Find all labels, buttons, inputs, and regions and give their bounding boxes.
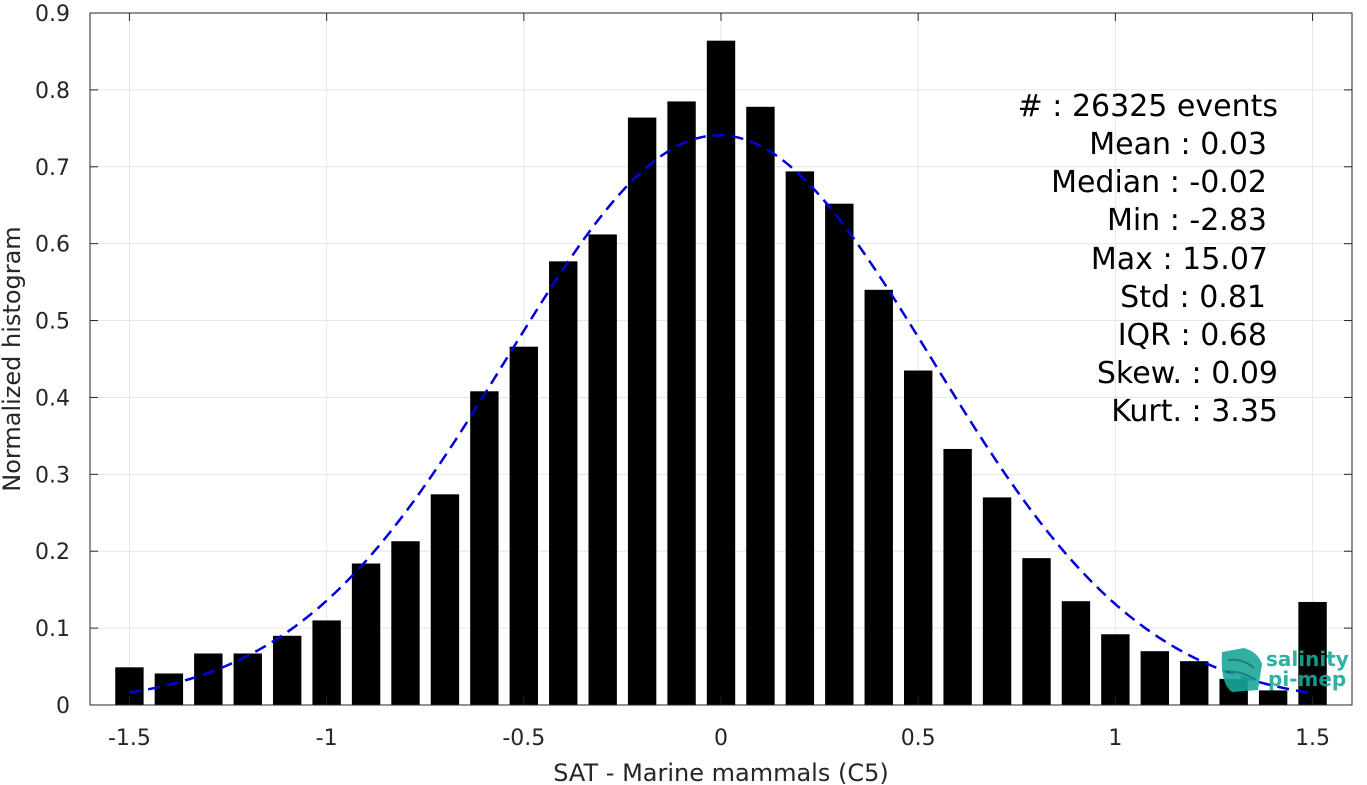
bars <box>115 40 1327 706</box>
x-axis-ticks: -1.5 -1 -0.5 0 0.5 1 1.5 <box>108 13 1330 751</box>
histogram-bar <box>785 171 815 705</box>
x-tick-label: -1 <box>316 726 338 751</box>
y-tick-label: 0.9 <box>35 2 70 27</box>
histogram-bar <box>1258 690 1288 705</box>
y-tick-label: 0.8 <box>35 79 70 104</box>
histogram-bar <box>1101 634 1130 705</box>
histogram-bar <box>825 203 854 705</box>
stat-max: Max : 15.07 <box>1091 242 1268 277</box>
histogram-bar <box>706 40 736 706</box>
histogram-bar <box>627 117 657 705</box>
y-tick-label: 0.5 <box>35 310 70 335</box>
histogram-bar <box>272 635 302 705</box>
histogram-bar <box>1022 558 1051 705</box>
histogram-bar <box>194 653 223 705</box>
histogram-bar <box>470 391 499 705</box>
histogram-bar <box>1180 661 1209 705</box>
histogram-bar <box>943 448 972 705</box>
stat-mean: Mean : 0.03 <box>1089 127 1267 162</box>
y-tick-label: 0.2 <box>35 540 70 565</box>
histogram-bar <box>903 370 933 705</box>
histogram-bar <box>1298 601 1327 705</box>
stat-std: Std : 0.81 <box>1120 280 1266 315</box>
histogram-bar <box>864 289 893 705</box>
logo-wave-icon <box>1225 670 1257 681</box>
x-tick-label: 0.5 <box>901 726 936 751</box>
stat-iqr: IQR : 0.68 <box>1118 318 1267 353</box>
x-tick-label: 1.5 <box>1295 726 1330 751</box>
histogram-bar <box>154 673 184 705</box>
histogram-bar <box>233 653 262 705</box>
stat-kurt: Kurt. : 3.35 <box>1111 394 1278 429</box>
histogram-bar <box>430 494 460 705</box>
x-tick-label: 1 <box>1108 726 1122 751</box>
gaussian-fit-curve <box>129 134 1313 695</box>
logo-mark-icon <box>1221 648 1262 692</box>
y-tick-label: 0.3 <box>35 463 70 488</box>
stats-block: # : 26325 events Mean : 0.03 Median : -0… <box>1018 89 1278 429</box>
logo-wave-icon <box>1227 658 1255 669</box>
y-tick-label: 0.7 <box>35 156 70 181</box>
logo-text-line2: pi-mep <box>1268 667 1346 691</box>
stat-median: Median : -0.02 <box>1051 165 1267 200</box>
histogram-bar <box>549 261 578 705</box>
histogram-bar <box>312 620 341 705</box>
histogram-bar <box>746 106 775 705</box>
histogram-bar <box>1140 651 1170 705</box>
histogram-bar <box>667 101 696 705</box>
stat-min: Min : -2.83 <box>1107 203 1267 238</box>
x-tick-label: 0 <box>714 726 728 751</box>
x-axis-label: SAT - Marine mammals (C5) <box>553 759 888 785</box>
salinity-pimep-logo: salinity pi-mep <box>1221 647 1349 692</box>
stat-count: # : 26325 events <box>1018 89 1278 124</box>
y-tick-label: 0.4 <box>35 386 70 411</box>
y-tick-label: 0 <box>56 694 70 719</box>
histogram-bar <box>982 497 1012 705</box>
x-tick-label: -0.5 <box>502 726 545 751</box>
histogram-bar <box>391 541 420 705</box>
y-tick-label: 0.1 <box>35 617 70 642</box>
histogram-bar <box>351 563 381 705</box>
y-axis-label: Normalized histogram <box>0 226 26 491</box>
histogram-bar <box>588 234 617 705</box>
x-tick-label: -1.5 <box>108 726 151 751</box>
logo-text-line1: salinity <box>1266 647 1349 671</box>
y-tick-label: 0.6 <box>35 233 70 258</box>
histogram-bar <box>1061 601 1091 705</box>
y-axis-ticks: 0 0.1 0.2 0.3 0.4 0.5 0.6 0.7 0.8 0.9 <box>35 2 1352 719</box>
stat-skew: Skew. : 0.09 <box>1097 356 1278 391</box>
histogram-bar <box>509 346 539 705</box>
